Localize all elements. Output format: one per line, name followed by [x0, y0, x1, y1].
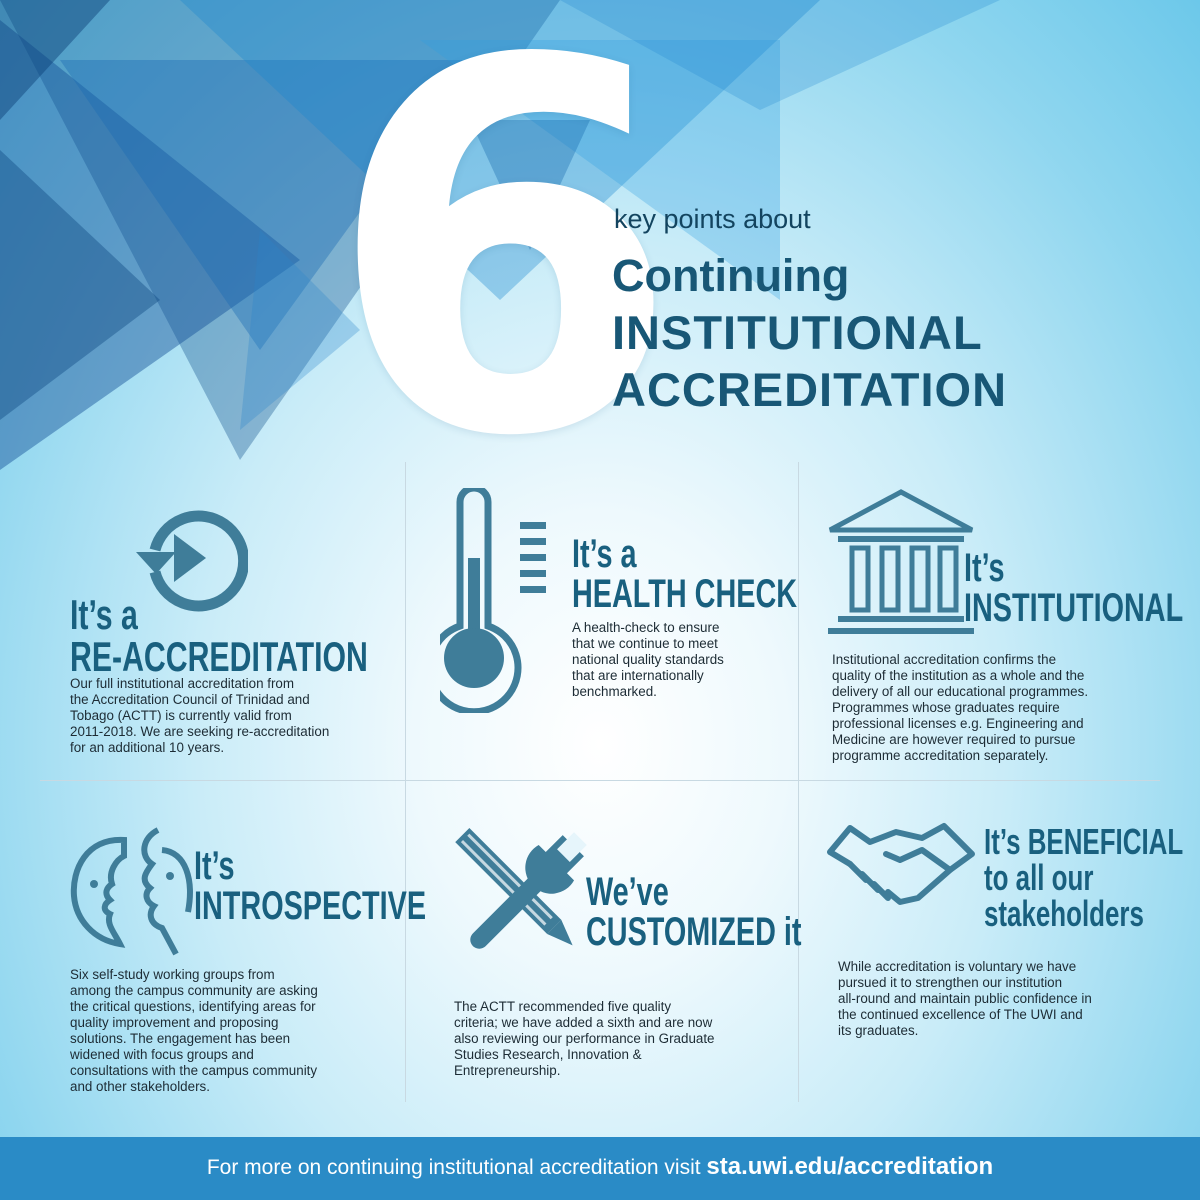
heading-line: It’s BENEFICIAL — [984, 821, 1184, 862]
body-health-check: A health-check to ensure that we continu… — [572, 620, 782, 700]
footer-link[interactable]: sta.uwi.edu/accreditation — [706, 1153, 994, 1180]
body-line: Institutional accreditation confirms the — [832, 652, 1057, 667]
body-line: Six self-study working groups from — [70, 967, 275, 982]
body-line: Studies Research, Innovation & — [454, 1047, 642, 1062]
heading-line: CUSTOMIZED it — [586, 910, 802, 954]
body-line: and other stakeholders. — [70, 1079, 210, 1094]
body-line: that are internationally — [572, 668, 704, 683]
number-six: 6 — [326, 0, 681, 548]
body-line: that we continue to meet — [572, 636, 718, 651]
heading-line: It’s a — [572, 532, 637, 576]
thermometer-icon — [440, 488, 546, 713]
body-line: professional licenses e.g. Engineering a… — [832, 716, 1084, 731]
body-line: the Accreditation Council of Trinidad an… — [70, 692, 310, 707]
heading-introspective: It’s INTROSPECTIVE — [194, 846, 426, 926]
heading-line: to all our — [984, 857, 1094, 898]
footer-text: For more on continuing institutional acc… — [206, 1156, 701, 1179]
body-line: for an additional 10 years. — [70, 740, 225, 755]
body-line: pursued it to strengthen our institution — [838, 975, 1063, 990]
background-triangles — [0, 0, 1000, 470]
body-line: Medicine are however required to pursue — [832, 732, 1076, 747]
body-line: A health-check to ensure — [572, 620, 720, 635]
heading-beneficial: It’s BENEFICIAL to all our stakeholders — [984, 824, 1183, 932]
body-line: Our full institutional accreditation fro… — [70, 676, 295, 691]
body-line: Entrepreneurship. — [454, 1063, 561, 1078]
body-institutional: Institutional accreditation confirms the… — [832, 652, 1162, 764]
title-line-accreditation: ACCREDITATION — [612, 363, 1008, 416]
body-line: benchmarked. — [572, 684, 657, 699]
footer-banner: For more on continuing institutional acc… — [0, 1137, 1200, 1200]
body-line: consultations with the campus community — [70, 1063, 318, 1078]
body-line: Programmes whose graduates require — [832, 700, 1060, 715]
handshake-icon — [827, 823, 975, 905]
body-customized: The ACTT recommended five quality criter… — [454, 999, 784, 1079]
body-line: While accreditation is voluntary we have — [838, 959, 1077, 974]
body-line: Tobago (ACTT) is currently valid from — [70, 708, 292, 723]
heading-line: It’s — [964, 546, 1005, 590]
heading-line: HEALTH CHECK — [572, 572, 798, 616]
heading-line: INSTITUTIONAL — [964, 586, 1184, 630]
heading-customized: We’ve CUSTOMIZED it — [586, 872, 801, 952]
heading-line: We’ve — [586, 870, 669, 914]
divider-vertical-right — [798, 462, 799, 1102]
body-line: the continued excellence of The UWI and — [838, 1007, 1083, 1022]
heading-line: INTROSPECTIVE — [194, 884, 427, 928]
body-line: quality improvement and proposing — [70, 1015, 279, 1030]
body-line: its graduates. — [838, 1023, 919, 1038]
divider-horizontal — [40, 780, 1160, 781]
body-line: all-round and maintain public confidence… — [838, 991, 1092, 1006]
body-line: among the campus community are asking — [70, 983, 318, 998]
body-line: solutions. The engagement has been — [70, 1031, 291, 1046]
heading-health-check: It’s a HEALTH CHECK — [572, 534, 797, 614]
institution-building-icon — [828, 489, 974, 634]
heading-institutional: It’s INSTITUTIONAL — [964, 548, 1183, 628]
body-line: also reviewing our performance in Gradua… — [454, 1031, 715, 1046]
body-line: national quality standards — [572, 652, 724, 667]
title-line-institutional: INSTITUTIONAL — [612, 306, 983, 359]
body-line: widened with focus groups and — [70, 1047, 254, 1062]
body-line: programme accreditation separately. — [832, 748, 1049, 763]
body-line: the critical questions, identifying area… — [70, 999, 316, 1014]
body-line: 2011-2018. We are seeking re-accreditati… — [70, 724, 330, 739]
body-line: criteria; we have added a sixth and are … — [454, 1015, 713, 1030]
body-re-accreditation: Our full institutional accreditation fro… — [70, 676, 390, 756]
body-line: The ACTT recommended five quality — [454, 999, 672, 1014]
subtitle: key points about — [614, 204, 811, 234]
two-faces-icon — [70, 827, 193, 956]
body-line: quality of the institution as a whole an… — [832, 668, 1085, 683]
body-beneficial: While accreditation is voluntary we have… — [838, 959, 1168, 1039]
title-line-continuing: Continuing — [612, 250, 850, 301]
heading-line: stakeholders — [984, 893, 1144, 934]
replay-icon — [136, 510, 248, 612]
body-introspective: Six self-study working groups from among… — [70, 967, 390, 1095]
body-line: delivery of all our educational programm… — [832, 684, 1089, 699]
heading-line: It’s — [194, 844, 235, 888]
heading-re-accreditation: It’s a RE-ACCREDITATION — [70, 594, 368, 678]
wrench-pencil-icon — [455, 827, 587, 949]
heading-line: It’s a — [70, 591, 138, 638]
divider-vertical-left — [405, 462, 406, 1102]
heading-line: RE-ACCREDITATION — [70, 633, 368, 680]
